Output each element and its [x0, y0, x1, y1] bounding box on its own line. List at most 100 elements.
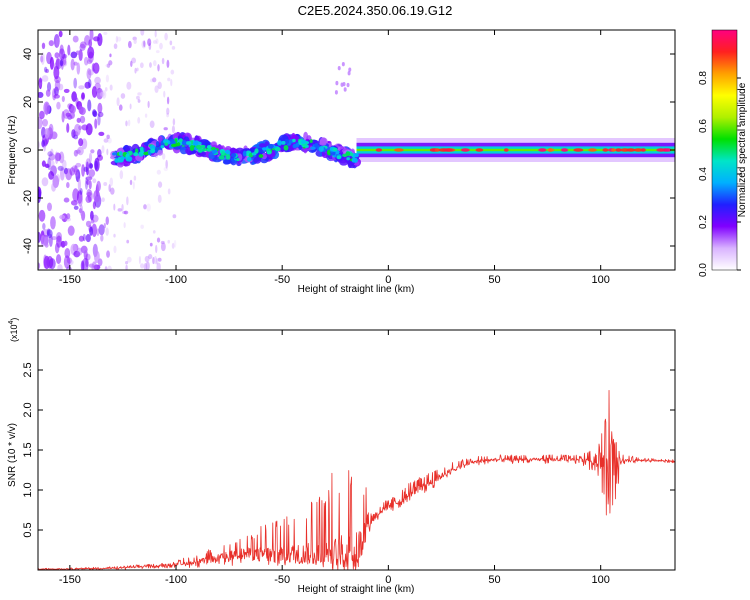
heatmap-cell: [133, 175, 137, 181]
y-tick-label: 0: [22, 147, 34, 153]
heatmap-cell: [109, 53, 112, 58]
heatmap-cell: [67, 225, 75, 236]
heatmap-cell: [69, 167, 75, 176]
heatmap-cell: [47, 157, 51, 171]
heatmap-cell: [103, 31, 108, 36]
heatmap-cell: [133, 38, 137, 44]
heatmap-cell: [91, 223, 97, 237]
heatmap-cell: [341, 61, 345, 67]
heatmap-cell: [159, 42, 163, 50]
heatmap-cell: [78, 235, 85, 242]
heatmap-cell: [115, 35, 119, 43]
heatmap-cell: [127, 156, 133, 162]
heatmap-cell: [156, 262, 161, 270]
heatmap-cell: [48, 171, 55, 180]
heatmap-cell: [38, 77, 43, 87]
heatmap-cell: [53, 65, 60, 80]
colorbar-tick-label: 0.0: [698, 263, 709, 277]
heatmap-cell: [155, 50, 160, 54]
heatmap-cell: [78, 208, 83, 214]
heatmap-cell: [112, 152, 117, 156]
heatmap-cell: [337, 65, 341, 71]
heatmap-cell: [154, 85, 159, 93]
heatmap-cell: [87, 99, 92, 112]
snr-y-multiplier-exponent: 4: [8, 320, 15, 324]
heatmap-cell: [97, 113, 101, 126]
heatmap-cell: [116, 97, 120, 107]
heatmap-cell: [353, 153, 359, 158]
heatmap-cell: [77, 193, 83, 207]
heatmap-cell: [66, 213, 71, 220]
heatmap-cell: [85, 176, 93, 181]
heatmap-cell: [119, 170, 124, 180]
heatmap-cell: [55, 152, 62, 162]
heatmap-cell: [64, 247, 71, 259]
heatmap-cell: [633, 148, 643, 152]
heatmap-cell: [75, 162, 82, 168]
heatmap-cell: [140, 30, 145, 36]
heatmap-cell: [66, 123, 70, 133]
heatmap-cell: [343, 87, 347, 92]
heatmap-cell: [88, 39, 93, 48]
heatmap-cell: [94, 76, 101, 85]
heatmap-cell: [89, 226, 93, 236]
heatmap-cell: [538, 148, 547, 152]
heatmap-cell: [171, 46, 176, 50]
heatmap-cell: [375, 148, 383, 152]
heatmap-cell: [53, 62, 58, 72]
heatmap-cell: [62, 109, 70, 119]
heatmap-cell: [193, 140, 199, 146]
heatmap-cell: [251, 152, 256, 156]
heatmap-cell: [160, 242, 166, 252]
heatmap-cell: [109, 177, 114, 187]
heatmap-cell: [163, 127, 168, 131]
heatmap-cell: [573, 148, 584, 152]
y-tick-label: 2.0: [22, 402, 34, 417]
heatmap-cell: [155, 258, 159, 265]
heatmap-cell: [259, 143, 267, 148]
heatmap-cell: [79, 41, 87, 49]
heatmap-cell: [126, 196, 129, 206]
heatmap-cell: [77, 178, 82, 192]
heatmap-cell: [74, 165, 78, 176]
heatmap-cell: [41, 160, 46, 167]
heatmap-cell: [73, 77, 78, 89]
heatmap-cell: [44, 128, 50, 139]
heatmap-cell: [145, 261, 150, 270]
heatmap-cell: [230, 153, 237, 158]
heatmap-cell: [57, 264, 63, 270]
heatmap-cell: [101, 145, 105, 154]
heatmap-cell: [261, 147, 267, 151]
heatmap-cell: [118, 104, 123, 111]
heatmap-cell: [148, 254, 153, 260]
heatmap-cell: [160, 240, 165, 245]
heatmap-cell: [283, 144, 289, 151]
heatmap-cell: [202, 148, 207, 152]
heatmap-cell: [170, 140, 176, 145]
colorbar-label: Normalized spectral amplitude: [737, 82, 748, 217]
x-tick-label: 50: [488, 574, 500, 586]
heatmap-cell: [56, 231, 63, 243]
heatmap-cell: [70, 51, 78, 59]
heatmap-cell: [93, 189, 101, 203]
heatmap-cell: [136, 67, 139, 72]
heatmap-cell: [332, 147, 338, 152]
heatmap-cell: [53, 94, 60, 99]
x-tick-label: -50: [274, 574, 290, 586]
heatmap-cell: [56, 235, 62, 248]
heatmap-cell: [81, 164, 85, 177]
heatmap-cell: [131, 57, 137, 64]
colorbar-ticks: 0.0 0.2 0.4 0.6 0.8: [698, 71, 741, 277]
heatmap-cell: [157, 149, 163, 156]
heatmap-cell: [162, 153, 166, 160]
heatmap-cell: [152, 230, 156, 234]
heatmap-cell: [107, 265, 112, 270]
heatmap-cell: [59, 44, 64, 55]
heatmap-cell: [140, 62, 144, 69]
heatmap-cell: [588, 148, 597, 152]
heatmap-cell: [222, 159, 231, 165]
snr-y-multiplier-base: (x10: [9, 324, 19, 342]
heatmap-cell: [92, 110, 98, 118]
heatmap-cell: [98, 131, 105, 137]
heatmap-cell: [44, 163, 50, 169]
